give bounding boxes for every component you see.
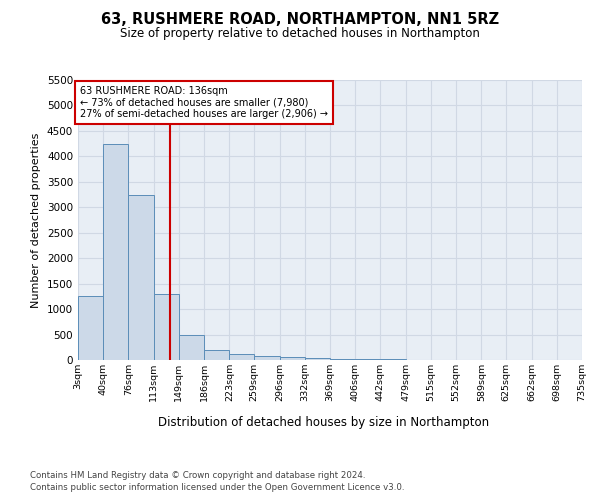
- Bar: [78, 296, 103, 360]
- Bar: [330, 359, 355, 360]
- Text: 63 RUSHMERE ROAD: 136sqm
← 73% of detached houses are smaller (7,980)
27% of sem: 63 RUSHMERE ROAD: 136sqm ← 73% of detach…: [80, 86, 328, 120]
- Bar: [103, 144, 128, 360]
- Text: Contains public sector information licensed under the Open Government Licence v3: Contains public sector information licen…: [30, 484, 404, 492]
- Bar: [229, 354, 254, 360]
- Bar: [128, 194, 154, 360]
- Text: Size of property relative to detached houses in Northampton: Size of property relative to detached ho…: [120, 28, 480, 40]
- Bar: [254, 356, 280, 360]
- Bar: [204, 350, 229, 360]
- Text: Contains HM Land Registry data © Crown copyright and database right 2024.: Contains HM Land Registry data © Crown c…: [30, 471, 365, 480]
- Text: Distribution of detached houses by size in Northampton: Distribution of detached houses by size …: [158, 416, 490, 429]
- Bar: [179, 334, 204, 360]
- Bar: [305, 358, 330, 360]
- Text: 63, RUSHMERE ROAD, NORTHAMPTON, NN1 5RZ: 63, RUSHMERE ROAD, NORTHAMPTON, NN1 5RZ: [101, 12, 499, 28]
- Bar: [355, 359, 380, 360]
- Bar: [154, 294, 179, 360]
- Y-axis label: Number of detached properties: Number of detached properties: [31, 132, 41, 308]
- Bar: [280, 357, 305, 360]
